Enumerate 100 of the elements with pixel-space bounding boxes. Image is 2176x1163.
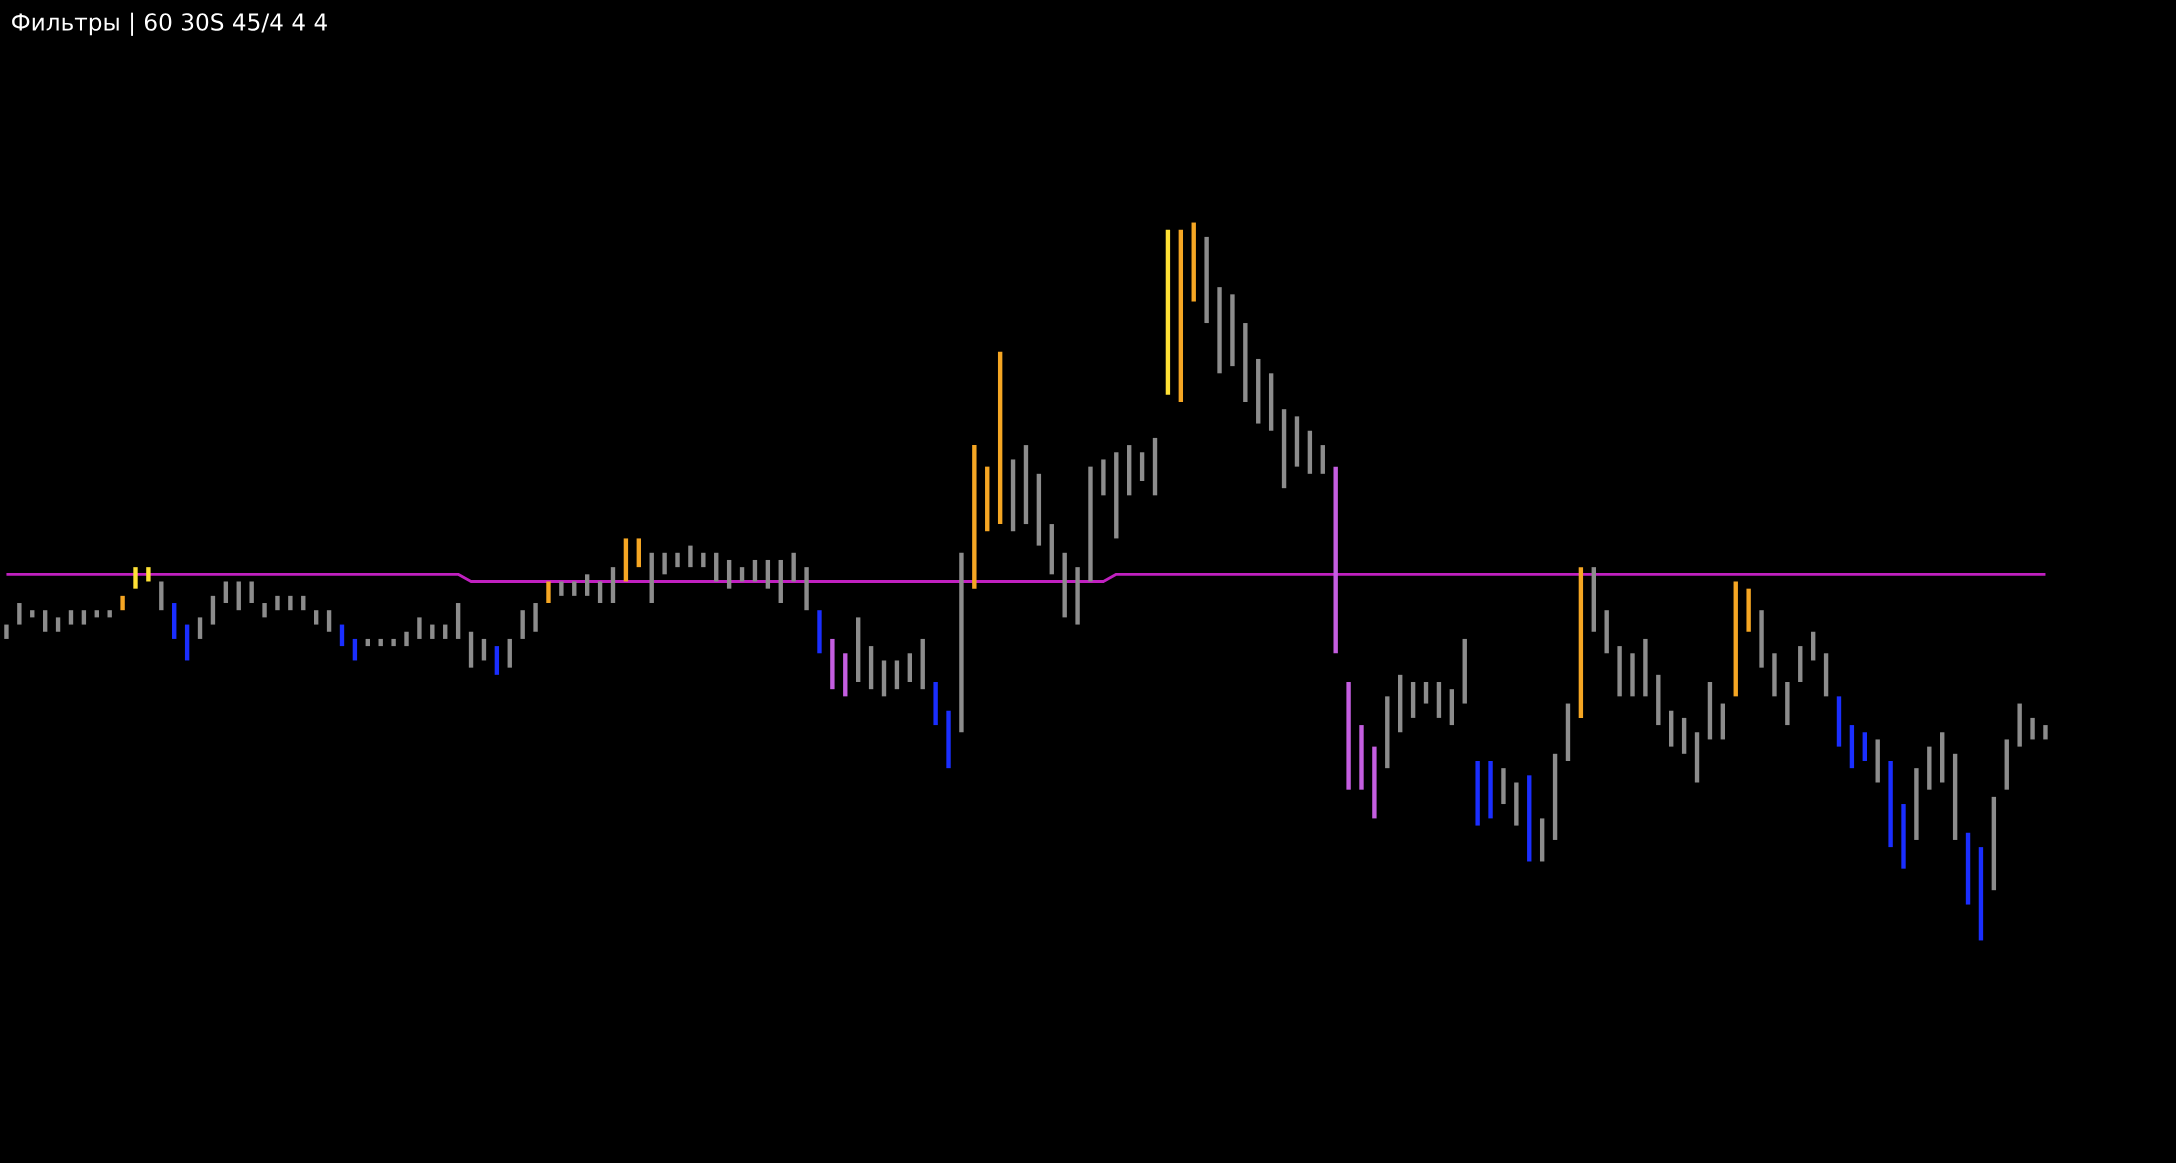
candlestick (1359, 725, 1364, 790)
chart-title: Фильтры | 60 30S 45/4 4 4 (12, 12, 327, 36)
candlestick (391, 638, 396, 647)
candlestick (1862, 732, 1867, 761)
candlestick (1823, 653, 1829, 697)
candlestick (1217, 287, 1222, 374)
candlestick (1991, 796, 1997, 891)
candlestick (1552, 753, 1558, 840)
candlestick (107, 610, 112, 618)
candlestick (507, 638, 512, 668)
candlestick (1501, 768, 1506, 805)
candlestick (920, 638, 925, 690)
candlestick (4, 624, 9, 639)
candlestick (778, 559, 783, 604)
candlestick (1385, 696, 1390, 769)
candlestick (1010, 459, 1016, 532)
candlestick (701, 552, 706, 568)
candlestick (559, 581, 564, 596)
candlestick (1656, 674, 1661, 726)
candlestick (1423, 682, 1429, 704)
candlestick (1978, 847, 1984, 941)
candlestick (520, 610, 525, 639)
candlestick (1591, 567, 1596, 632)
candlestick (1681, 717, 1687, 754)
candlestick (868, 646, 874, 690)
candlestick (1243, 323, 1248, 403)
candlestick (236, 581, 241, 611)
candlestick (1049, 524, 1054, 575)
candlestick (1927, 746, 1932, 790)
candlestick (1578, 567, 1584, 718)
candlestick (843, 653, 848, 697)
candlestick (830, 638, 835, 690)
candlestick (1101, 459, 1106, 496)
candlestick (804, 567, 809, 611)
candlestick (1075, 567, 1080, 625)
candlestick (623, 538, 629, 582)
candlestick (1952, 753, 1958, 840)
candlestick (1527, 775, 1532, 862)
candlestick (1127, 445, 1132, 496)
candlestick (197, 617, 203, 639)
candlestick (1514, 782, 1519, 826)
candlestick (42, 610, 48, 632)
candlestick (288, 595, 293, 611)
candlestick (1694, 732, 1700, 783)
candlestick (1462, 638, 1467, 704)
candlestick (30, 610, 35, 618)
candlestick (120, 595, 125, 611)
candlestick (933, 682, 938, 726)
candlestick (326, 610, 332, 632)
candlestick (1901, 804, 1906, 869)
candlestick (972, 445, 977, 589)
candlestick (430, 624, 435, 639)
candlestick (636, 538, 641, 568)
candlestick (1062, 552, 1067, 618)
candlestick (468, 631, 474, 668)
candlestick (1643, 638, 1648, 697)
candlestick (1139, 452, 1145, 481)
candlestick (985, 466, 990, 532)
candlestick (223, 581, 229, 604)
candlestick (1036, 473, 1042, 546)
candlestick (1307, 430, 1313, 474)
candlestick (1940, 732, 1945, 783)
candlestick (1914, 768, 1919, 840)
candlestick (1449, 689, 1455, 726)
candlestick (572, 581, 577, 596)
candlestick (1436, 682, 1442, 718)
candlestick (172, 603, 177, 639)
candlestick (1746, 588, 1751, 632)
candlestick (1836, 696, 1842, 747)
candlestick (1772, 653, 1777, 697)
candlestick (55, 617, 61, 632)
candlestick (726, 559, 732, 589)
candlestick (17, 603, 22, 625)
candlestick (417, 617, 422, 639)
candlestick (1410, 682, 1416, 718)
candlestick (675, 552, 680, 568)
candlestick (1152, 437, 1158, 496)
candlestick (1888, 760, 1893, 848)
candlestick (1372, 746, 1377, 819)
candlestick (907, 653, 913, 682)
candlestick (275, 595, 280, 611)
candlestick (1965, 832, 1971, 905)
candlestick (81, 610, 87, 625)
candlestick (1669, 710, 1674, 747)
candlestick (1230, 294, 1235, 367)
candlestick (494, 646, 500, 675)
candlestick (2030, 717, 2035, 740)
candlestick (959, 552, 964, 733)
candlestick (1785, 682, 1790, 726)
candlestick (1798, 646, 1803, 682)
candlestick (1733, 581, 1738, 697)
candlestick (765, 559, 771, 589)
candlestick (1475, 760, 1480, 826)
candlestick (1294, 416, 1300, 467)
candlestick (1268, 373, 1274, 431)
candlestick (610, 567, 616, 604)
candlestick (1488, 760, 1493, 819)
candlestick (365, 638, 370, 647)
candlestick (1759, 610, 1764, 668)
candlestick (1320, 445, 1325, 474)
